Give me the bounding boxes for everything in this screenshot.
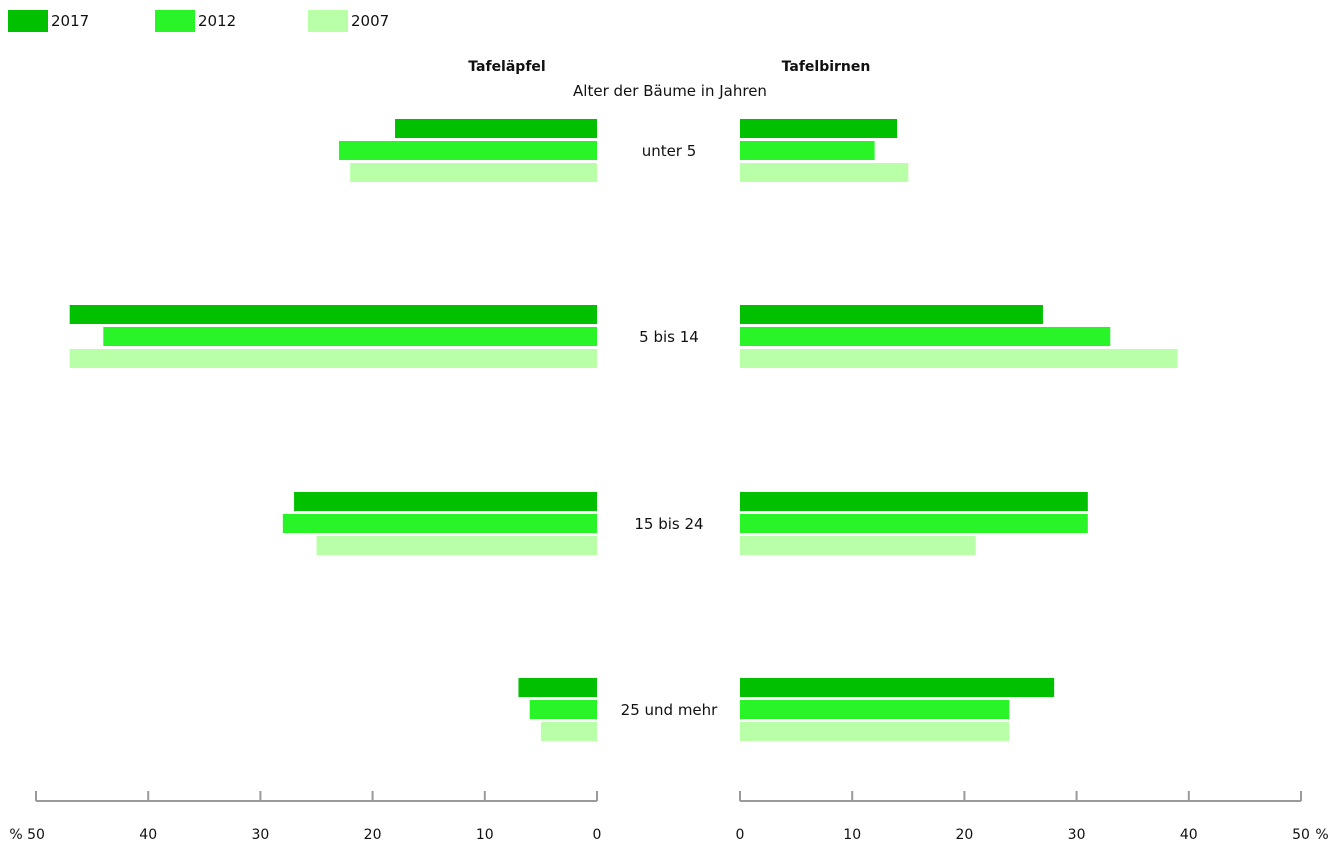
tick-label-left: 40 [139, 827, 157, 843]
bar-left-2007-0 [350, 163, 597, 182]
x-axes: 50 40 30 20 10 0 0 10 20 30 40 50%% [9, 791, 1329, 843]
tick-label-right: 0 [736, 827, 745, 843]
bar-left-2017-2 [294, 492, 597, 511]
bar-left-2012-2 [282, 514, 597, 533]
legend-swatch [8, 10, 48, 32]
bar-left-2007-1 [69, 349, 597, 368]
bar-right-2007-0 [740, 163, 909, 182]
bars-right-panel [740, 119, 1178, 741]
bar-right-2017-0 [740, 119, 898, 138]
center-axis-title: Alter der Bäume in Jahren [573, 82, 767, 100]
legend-label: 2017 [51, 12, 90, 30]
bar-right-2017-2 [740, 492, 1088, 511]
bar-left-2012-1 [103, 327, 597, 346]
bar-left-2017-1 [69, 305, 597, 324]
category-labels: unter 5 5 bis 14 15 bis 24 25 und mehr [621, 142, 719, 719]
bar-left-2012-0 [338, 141, 597, 160]
bar-right-2017-1 [740, 305, 1043, 324]
tick-label-left: 30 [251, 827, 269, 843]
category-label: 25 und mehr [621, 701, 719, 719]
legend-label: 2012 [198, 12, 237, 30]
category-label: 15 bis 24 [634, 515, 703, 533]
chart-legend: 2017 2012 2007 [8, 8, 508, 36]
tick-label-right: 20 [955, 827, 973, 843]
bar-right-2012-0 [740, 141, 875, 160]
bar-right-2007-1 [740, 349, 1178, 368]
legend-swatch [308, 10, 348, 32]
bar-right-2012-3 [740, 700, 1010, 719]
panel-title-right: Tafelbirnen [782, 59, 871, 75]
bar-left-2017-0 [395, 119, 597, 138]
bar-right-2007-2 [740, 536, 976, 555]
bar-right-2012-1 [740, 327, 1111, 346]
tick-label-left: 10 [476, 827, 494, 843]
tick-label-left: 50 [27, 827, 45, 843]
bars-left-panel [69, 119, 597, 741]
bar-right-2017-3 [740, 678, 1055, 697]
bar-left-2007-3 [540, 722, 597, 741]
tick-label-left: 20 [364, 827, 382, 843]
category-label: 5 bis 14 [639, 328, 699, 346]
tick-label-right: 10 [843, 827, 861, 843]
bar-right-2007-3 [740, 722, 1010, 741]
bar-left-2017-3 [518, 678, 597, 697]
bar-right-2012-2 [740, 514, 1088, 533]
category-label: unter 5 [642, 142, 697, 160]
bar-left-2012-3 [529, 700, 597, 719]
panel-title-left: Tafeläpfel [468, 59, 545, 75]
bar-left-2007-2 [316, 536, 597, 555]
tick-label-right: 50 [1292, 827, 1310, 843]
tick-label-left: 0 [593, 827, 602, 843]
unit-label-right: % [1315, 827, 1328, 843]
legend-swatch [155, 10, 195, 32]
legend-label: 2007 [351, 12, 390, 30]
unit-label-left: % [9, 827, 22, 843]
tick-label-right: 40 [1180, 827, 1198, 843]
tick-label-right: 30 [1068, 827, 1086, 843]
